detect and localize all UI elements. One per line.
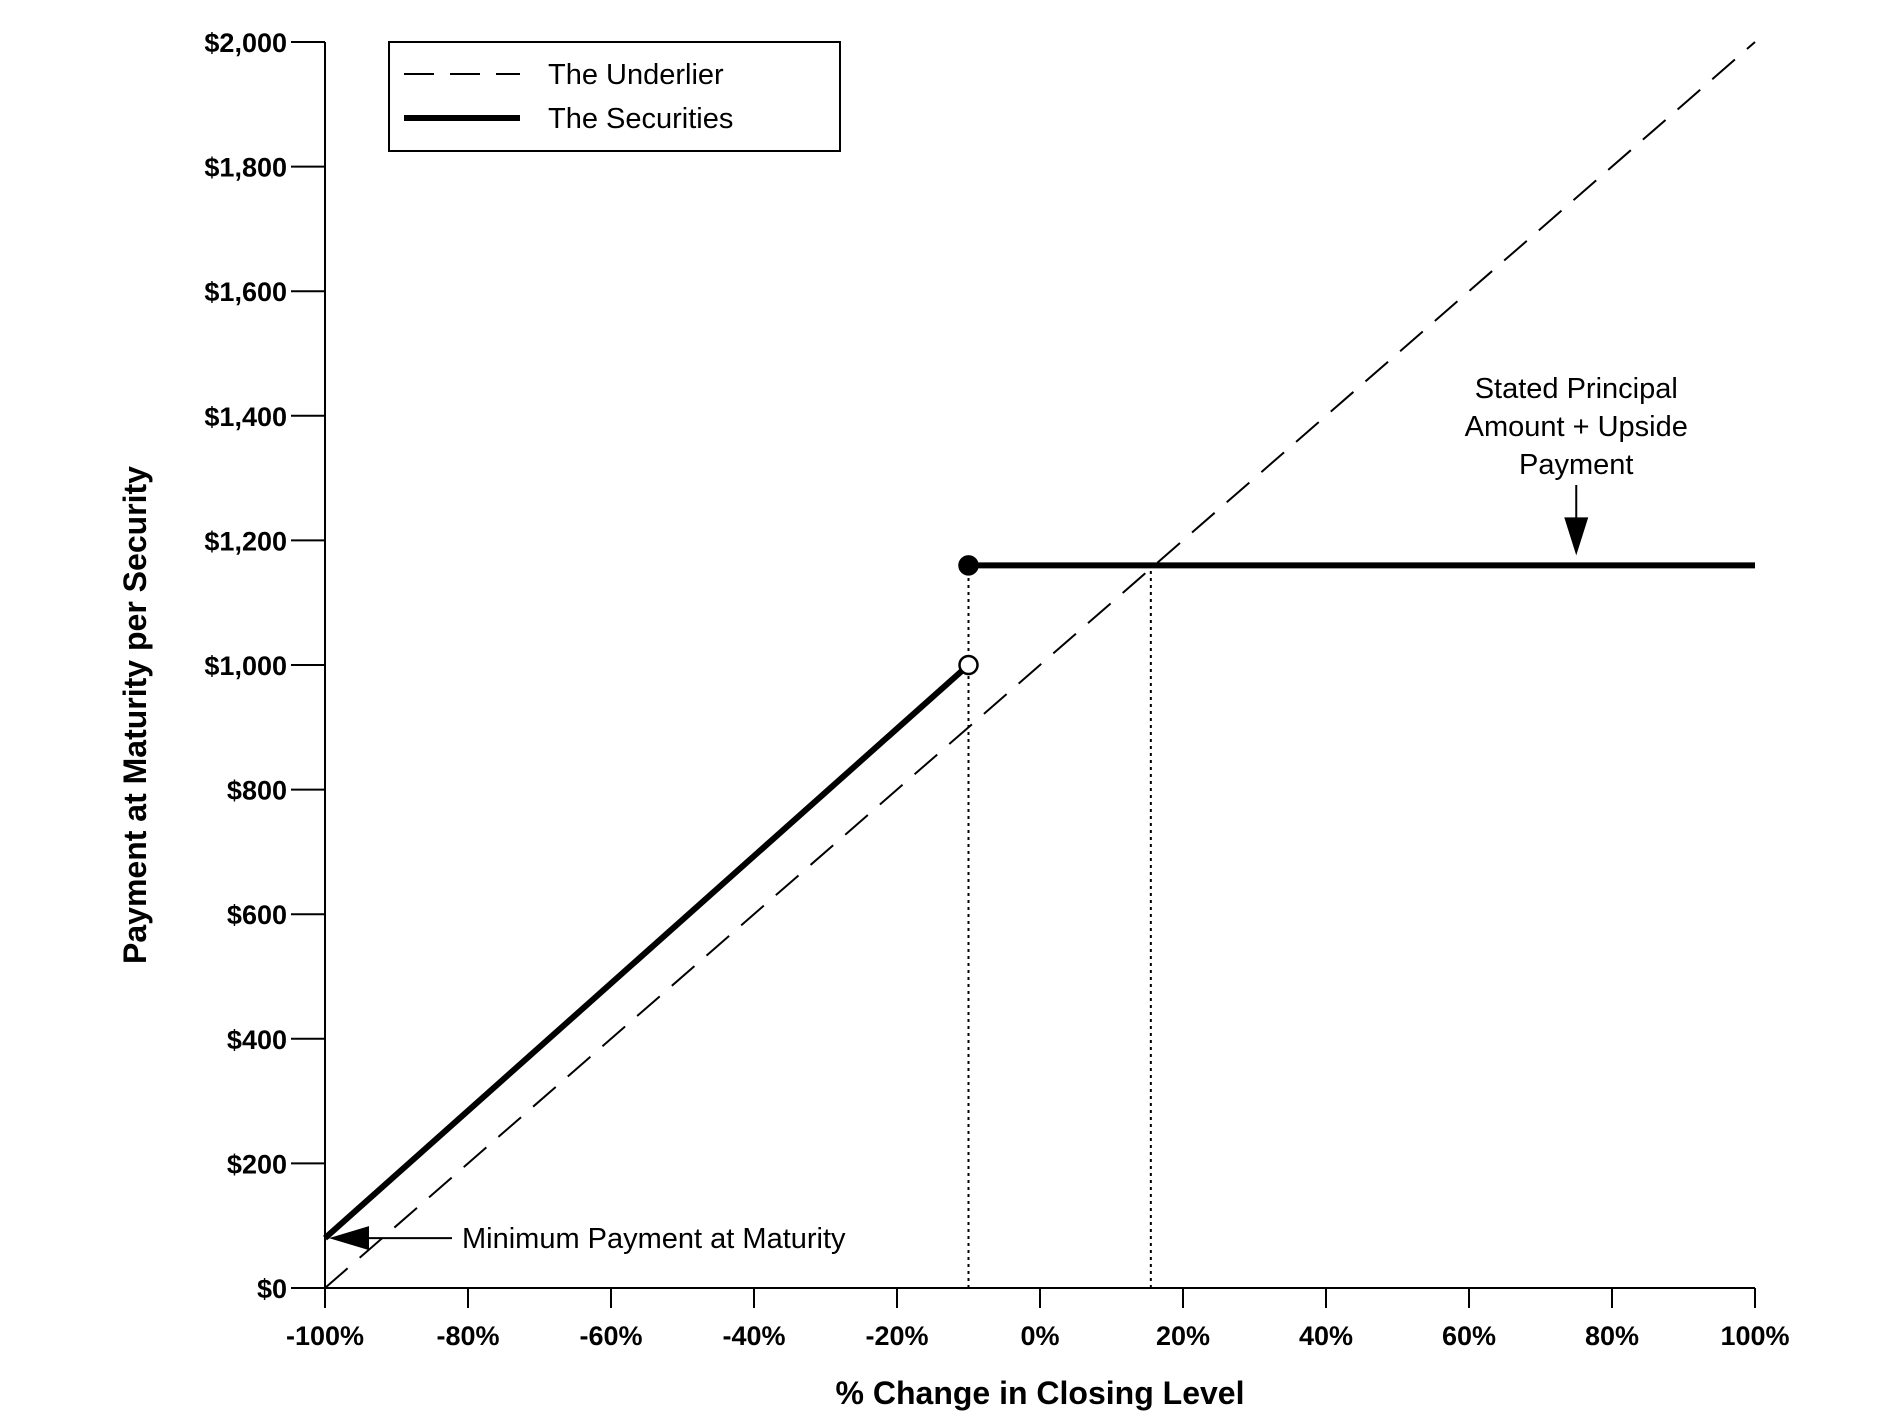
x-axis-title: % Change in Closing Level [836,1375,1245,1411]
series-lines [323,41,1756,1289]
y-tick-label: $1,200 [204,526,287,556]
y-tick-label: $1,000 [204,651,287,681]
annotations: Minimum Payment at Maturity Stated Princi… [329,373,1688,1255]
arrowhead-left-icon [329,1226,369,1251]
reference-lines [967,565,1152,1288]
legend-label-securities: The Securities [548,103,733,135]
y-tick-label: $0 [257,1274,287,1304]
y-tick-label: $400 [227,1025,287,1055]
x-tick-label: -60% [579,1321,642,1351]
securities-line-segment [323,662,971,1241]
x-tick-label: 0% [1020,1321,1059,1351]
annotation-upside-line: Stated Principal [1475,373,1678,405]
legend-label-underlier: The Underlier [548,59,724,91]
annotation-upside-line: Payment [1519,449,1633,481]
arrowhead-down-icon [1564,517,1589,556]
y-tick-label: $2,000 [204,28,287,58]
x-tick-label: 20% [1156,1321,1210,1351]
x-tick-label: 100% [1720,1321,1789,1351]
y-tick-label: $200 [227,1149,287,1179]
series-markers [958,555,979,676]
y-tick-label: $1,800 [204,153,287,183]
open-marker [958,654,979,676]
x-tick-label: 40% [1299,1321,1353,1351]
underlier-line [324,41,1756,1289]
x-tick-label: -40% [722,1321,785,1351]
y-tick-label: $600 [227,900,287,930]
legend-box [388,41,841,152]
x-tick-label: 60% [1442,1321,1496,1351]
y-tick-label: $1,400 [204,402,287,432]
axes: $0 $200 $400 $600 $800 $1,000 $1,200 $1,400 $1,6… [204,28,1789,1351]
y-tick-label: $800 [227,776,287,806]
annotation-upside-line: Amount + Upside [1465,411,1688,443]
y-tick-label: $1,600 [204,277,287,307]
legend: The Underlier The Securities [388,41,841,152]
filled-marker [958,555,979,576]
x-tick-label: -100% [286,1321,364,1351]
x-tick-label: -20% [865,1321,928,1351]
y-axis-title: Payment at Maturity per Security [117,466,153,964]
x-tick-label: 80% [1585,1321,1639,1351]
x-tick-label: -80% [436,1321,499,1351]
annotation-min-payment: Minimum Payment at Maturity [462,1223,846,1255]
